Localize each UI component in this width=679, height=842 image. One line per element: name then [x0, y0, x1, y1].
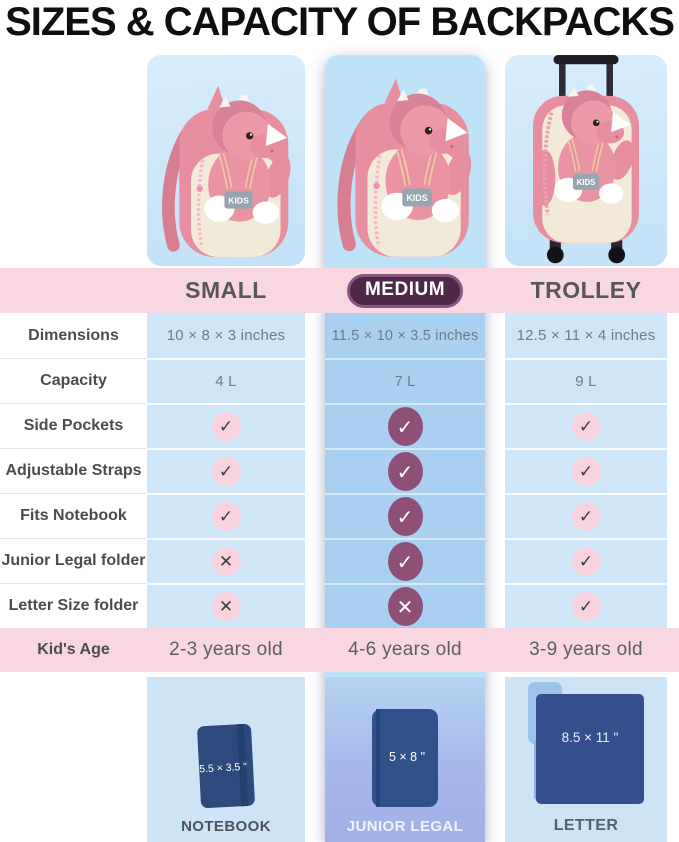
feature-row-dimensions: Dimensions 10 × 8 × 3 inches 11.5 × 10 ×… — [0, 313, 679, 358]
feature-row-side-pockets: Side Pockets ✓ ✓ ✓ — [0, 403, 679, 448]
mark-icon: ✓ — [571, 457, 601, 486]
kids-age-band: Kid's Age 2-3 years old 4-6 years old 3-… — [0, 628, 679, 672]
kids-age-value: 4-6 years old — [348, 639, 462, 660]
backpack-trolley-image — [506, 55, 666, 267]
value-cell: 11.5 × 10 × 3.5 inches — [331, 327, 479, 344]
feature-label: Dimensions — [0, 313, 147, 358]
feature-row-capacity: Capacity 4 L 7 L 9 L — [0, 358, 679, 403]
paper-cell-notebook: 5.5 × 3.5 " NOTEBOOK — [147, 677, 305, 842]
mark-icon: ✓ — [387, 407, 423, 446]
value-cell: 7 L — [394, 373, 416, 390]
value-cell: 10 × 8 × 3 inches — [166, 327, 286, 344]
mark-icon: ✓ — [571, 502, 601, 531]
backpack-small-image — [154, 70, 300, 260]
paper-label: JUNIOR LEGAL — [346, 818, 464, 835]
feature-label: Letter Size folder — [0, 583, 147, 628]
feature-label: Capacity — [0, 358, 147, 403]
column-header-band: SMALL MEDIUM TROLLEY — [0, 268, 679, 313]
mark-icon: ✓ — [571, 412, 601, 441]
paper-label: NOTEBOOK — [181, 818, 271, 835]
mark-icon: ✕ — [387, 587, 423, 626]
letter-folder-image: 8.5 × 11 " — [528, 682, 644, 804]
kids-age-value: 3-9 years old — [529, 639, 643, 660]
paper-cell-junior-legal: 5 × 8 " JUNIOR LEGAL — [325, 677, 485, 842]
kids-age-label: Kid's Age — [37, 641, 110, 658]
feature-row-adjustable-straps: Adjustable Straps ✓ ✓ ✓ — [0, 448, 679, 493]
column-header-trolley: TROLLEY — [530, 277, 642, 303]
mark-icon: ✓ — [211, 412, 241, 441]
paper-label: LETTER — [553, 817, 619, 834]
paper-cell-letter: 8.5 × 11 " LETTER — [505, 677, 667, 842]
mark-icon: ✓ — [387, 542, 423, 581]
feature-row-fits-notebook: Fits Notebook ✓ ✓ ✓ — [0, 493, 679, 538]
value-cell: 4 L — [215, 373, 237, 390]
backpack-medium-image — [329, 62, 481, 260]
feature-label: Fits Notebook — [0, 493, 147, 538]
page-title: SIZES & CAPACITY OF BACKPACKS — [5, 0, 675, 44]
mark-icon: ✓ — [211, 502, 241, 531]
kids-age-value: 2-3 years old — [169, 639, 283, 660]
column-header-small: SMALL — [185, 277, 267, 303]
mark-icon: ✕ — [211, 547, 241, 576]
junior-legal-image: 5 × 8 " — [372, 709, 438, 807]
junior-legal-size-text: 5 × 8 " — [389, 750, 425, 764]
feature-row-letter-size-folder: Letter Size folder ✕ ✕ ✓ — [0, 583, 679, 628]
mark-icon: ✓ — [387, 452, 423, 491]
column-header-medium-badge: MEDIUM — [346, 273, 464, 308]
feature-label: Side Pockets — [0, 403, 147, 448]
mark-icon: ✓ — [571, 592, 601, 621]
mark-icon: ✕ — [211, 592, 241, 621]
value-cell: 9 L — [575, 373, 597, 390]
feature-row-junior-legal-folder: Junior Legal folder ✕ ✓ ✓ — [0, 538, 679, 583]
value-cell: 12.5 × 11 × 4 inches — [516, 327, 656, 344]
notebook-size-text: 5.5 × 3.5 " — [199, 761, 248, 775]
notebook-image: 5.5 × 3.5 " — [197, 723, 255, 809]
letter-size-text: 8.5 × 11 " — [562, 730, 619, 745]
feature-label: Adjustable Straps — [0, 448, 147, 493]
mark-icon: ✓ — [571, 547, 601, 576]
mark-icon: ✓ — [211, 457, 241, 486]
feature-label: Junior Legal folder — [0, 538, 147, 583]
mark-icon: ✓ — [387, 497, 423, 536]
